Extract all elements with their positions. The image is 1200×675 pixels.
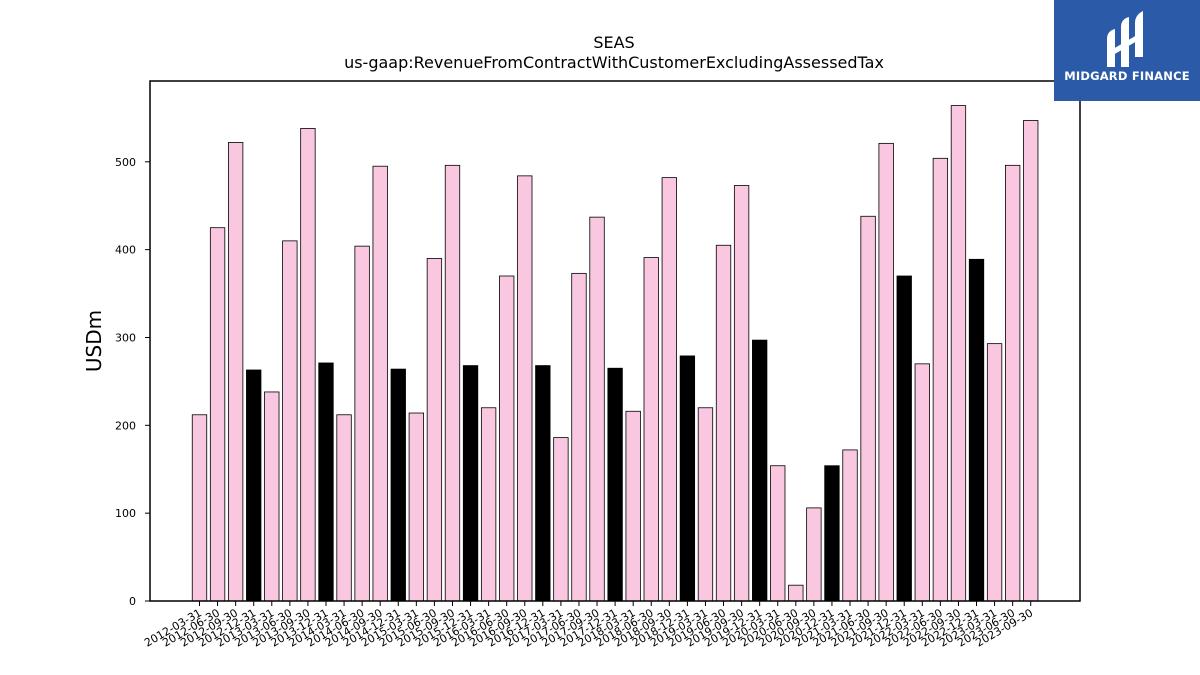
- bar: [535, 365, 551, 602]
- bar: [209, 227, 226, 602]
- bar: [860, 215, 876, 602]
- bar: [878, 142, 894, 602]
- bar: [733, 185, 750, 602]
- bar: [227, 142, 244, 602]
- y-tick-label: 200: [115, 419, 136, 432]
- bar: [896, 275, 912, 602]
- bar: [697, 407, 714, 602]
- bar: [914, 363, 930, 602]
- bar: [643, 257, 659, 602]
- bar: [788, 584, 804, 602]
- bars: [191, 105, 1039, 602]
- bar: [480, 407, 497, 602]
- bar: [462, 365, 479, 602]
- bar: [752, 339, 768, 602]
- bar: [824, 465, 840, 602]
- midgard-logo-icon: [1107, 11, 1143, 67]
- x-axis-ticks: 2012-03-312012-06-302012-09-302012-12-31…: [142, 601, 1035, 650]
- bar: [625, 410, 641, 602]
- bar: [390, 368, 406, 602]
- bar: [246, 369, 262, 602]
- y-tick-label: 100: [115, 507, 136, 520]
- bar: [517, 175, 533, 602]
- brand-name: MIDGARD FINANCE: [1064, 69, 1190, 83]
- bar: [264, 391, 280, 602]
- bar: [679, 355, 696, 602]
- bar: [806, 507, 822, 602]
- bar: [408, 412, 424, 602]
- chart-subtitle: us-gaap:RevenueFromContractWithCustomerE…: [344, 53, 884, 72]
- y-tick-label: 300: [115, 331, 136, 344]
- chart-title: SEAS: [593, 33, 634, 52]
- bar: [715, 244, 732, 602]
- bar: [444, 164, 461, 602]
- bar: [1023, 120, 1039, 602]
- bar: [986, 343, 1003, 602]
- bar: [354, 245, 370, 602]
- bar: [968, 258, 985, 602]
- bar: [932, 157, 949, 602]
- bar: [607, 367, 623, 602]
- y-axis-label: USDm: [82, 310, 106, 372]
- brand-logo: MIDGARD FINANCE: [1054, 0, 1200, 101]
- bar: [426, 258, 443, 602]
- y-tick-label: 400: [115, 244, 136, 257]
- bar: [191, 414, 208, 602]
- bar: [300, 128, 316, 602]
- y-tick-label: 0: [129, 595, 136, 608]
- y-tick-label: 500: [115, 156, 136, 169]
- bar: [842, 449, 858, 602]
- bar: [950, 105, 967, 602]
- bar: [499, 275, 515, 602]
- bar: [318, 362, 334, 602]
- bar: [589, 216, 605, 602]
- bar: [282, 240, 298, 602]
- bar: [770, 465, 786, 602]
- bar: [1005, 164, 1021, 602]
- bar: [661, 177, 677, 602]
- bar: [372, 165, 388, 602]
- plot-frame: [149, 80, 1081, 602]
- bar: [336, 414, 352, 602]
- bar: [553, 437, 569, 602]
- y-axis-ticks: 0 100 200 300 400 500: [115, 156, 150, 608]
- bar: [571, 272, 587, 602]
